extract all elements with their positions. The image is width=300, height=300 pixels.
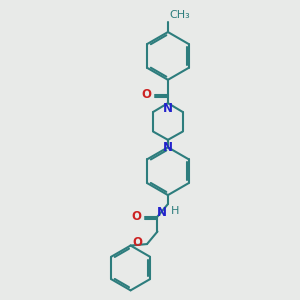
Text: CH₃: CH₃: [169, 10, 190, 20]
Text: O: O: [142, 88, 152, 101]
Text: O: O: [133, 236, 143, 249]
Text: N: N: [163, 102, 173, 115]
Text: O: O: [131, 210, 141, 223]
Text: N: N: [163, 141, 173, 154]
Text: H: H: [171, 206, 179, 215]
Text: N: N: [156, 206, 167, 218]
